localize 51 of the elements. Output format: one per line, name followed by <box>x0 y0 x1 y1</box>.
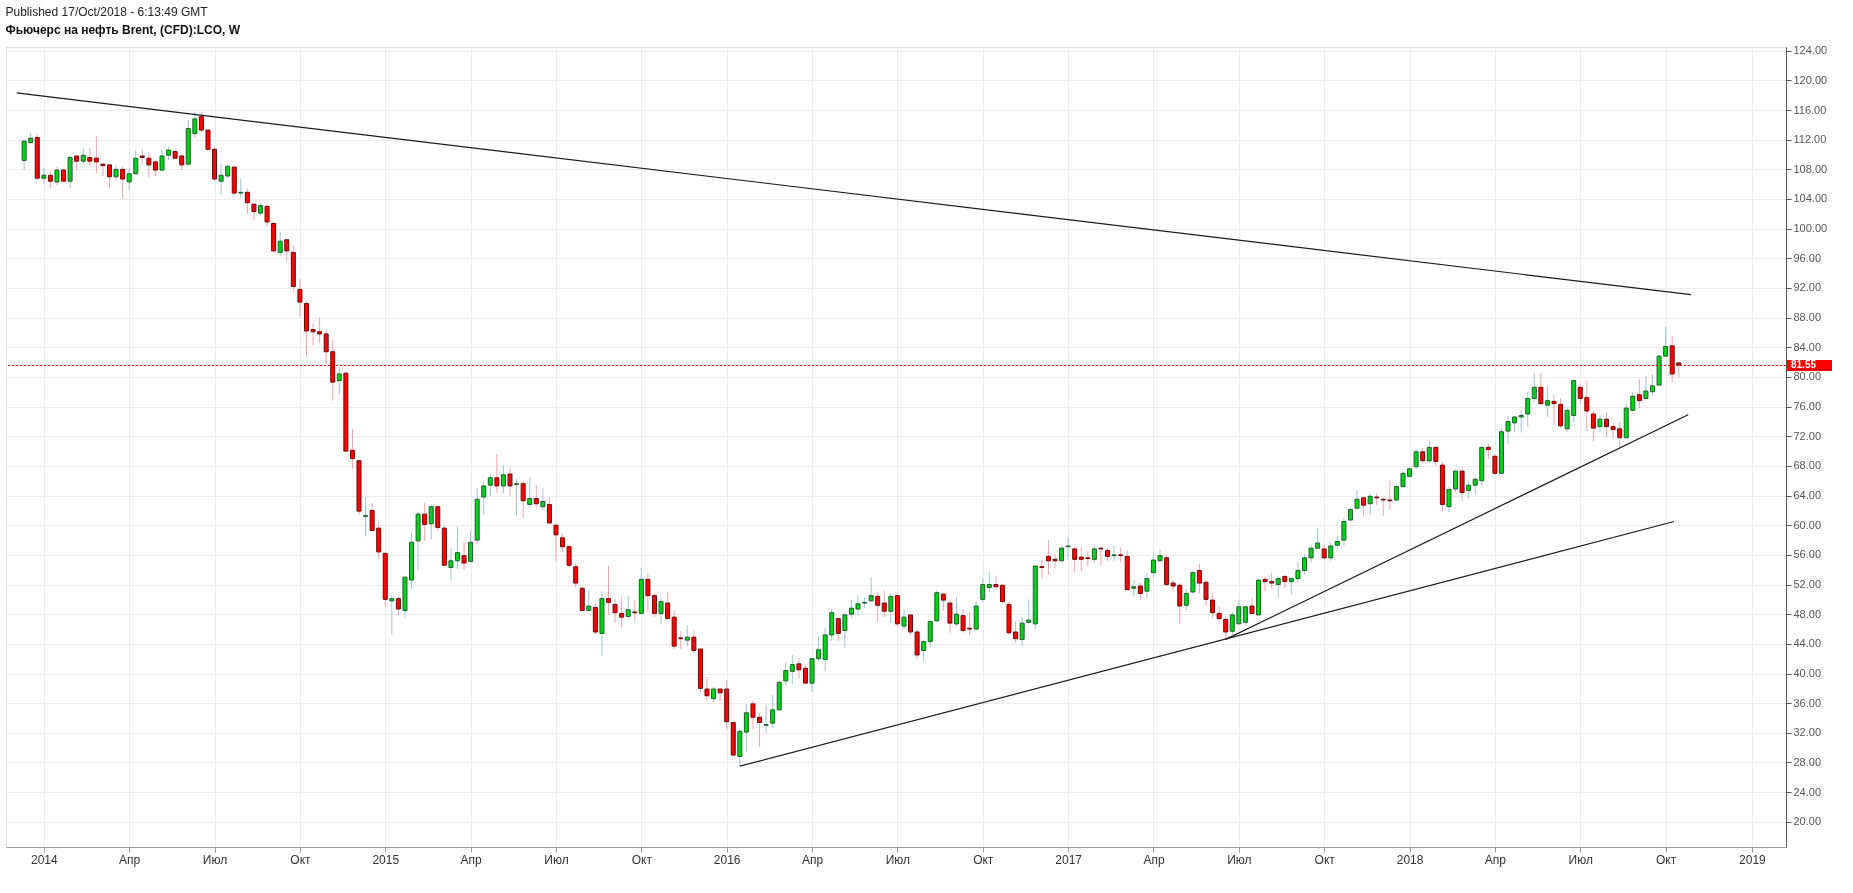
chart-title: Фьючерс на нефть Brent, (CFD):LCO, W <box>5 22 241 37</box>
x-tick-label: Июл <box>1568 852 1593 867</box>
x-tick-label: Июл <box>544 852 569 867</box>
y-tick-label: 36.00 <box>1793 696 1822 709</box>
x-tick-label: Апр <box>460 852 483 867</box>
y-tick-label: 20.00 <box>1793 815 1822 828</box>
x-tick-label: Окт <box>973 852 994 867</box>
x-tick-label: Апр <box>1484 852 1507 867</box>
y-tick-label: 112.00 <box>1793 133 1827 146</box>
y-tick-label: 124.00 <box>1793 44 1828 57</box>
y-tick-label: 44.00 <box>1793 637 1822 650</box>
y-tick-label: 64.00 <box>1793 489 1822 502</box>
x-tick-label: 2016 <box>713 852 741 867</box>
x-tick-label: 2019 <box>1739 852 1767 867</box>
y-tick-label: 40.00 <box>1793 667 1822 680</box>
y-tick-label: 56.00 <box>1793 548 1822 561</box>
y-tick-label: 108.00 <box>1793 162 1828 175</box>
y-tick-label: 28.00 <box>1793 755 1822 768</box>
x-tick-label: Июл <box>202 852 228 867</box>
y-tick-label: 84.00 <box>1793 340 1822 353</box>
x-tick-label: Окт <box>631 852 653 867</box>
y-tick-label: 80.00 <box>1793 370 1822 383</box>
x-tick-label: Апр <box>119 852 141 867</box>
x-tick-label: Апр <box>801 852 824 867</box>
y-tick-label: 48.00 <box>1793 607 1822 620</box>
y-tick-label: 32.00 <box>1793 726 1822 739</box>
text: Published 17/Oct/2018 - 6:13:49 GMT <box>5 4 209 19</box>
y-tick-label: 68.00 <box>1793 459 1822 472</box>
x-tick-label: Апр <box>1143 852 1165 867</box>
y-tick-label: 104.00 <box>1793 192 1828 205</box>
y-tick-label: 76.00 <box>1793 400 1822 413</box>
x-tick-label: 2014 <box>30 852 58 867</box>
y-tick-label: 60.00 <box>1793 518 1822 531</box>
x-tick-label: Июл <box>1227 852 1252 867</box>
x-tick-label: Окт <box>1314 852 1336 867</box>
y-tick-label: 100.00 <box>1793 222 1828 235</box>
y-tick-label: 72.00 <box>1793 429 1822 442</box>
x-tick-label: Окт <box>290 852 312 867</box>
y-tick-label: 116.00 <box>1793 103 1827 116</box>
y-tick-label: 120.00 <box>1793 73 1828 86</box>
x-tick-label: Окт <box>1656 852 1677 867</box>
ref-line-label: 81.55 <box>1791 359 1817 371</box>
y-tick-label: 52.00 <box>1793 578 1822 591</box>
x-tick-label: 2017 <box>1055 852 1083 867</box>
y-tick-label: 92.00 <box>1793 281 1822 294</box>
x-tick-label: 2018 <box>1396 852 1424 867</box>
y-tick-label: 24.00 <box>1793 785 1822 798</box>
y-tick-label: 88.00 <box>1793 311 1822 324</box>
x-tick-label: Июл <box>885 852 911 867</box>
y-tick-label: 96.00 <box>1793 251 1822 264</box>
x-tick-label: 2015 <box>372 852 400 867</box>
